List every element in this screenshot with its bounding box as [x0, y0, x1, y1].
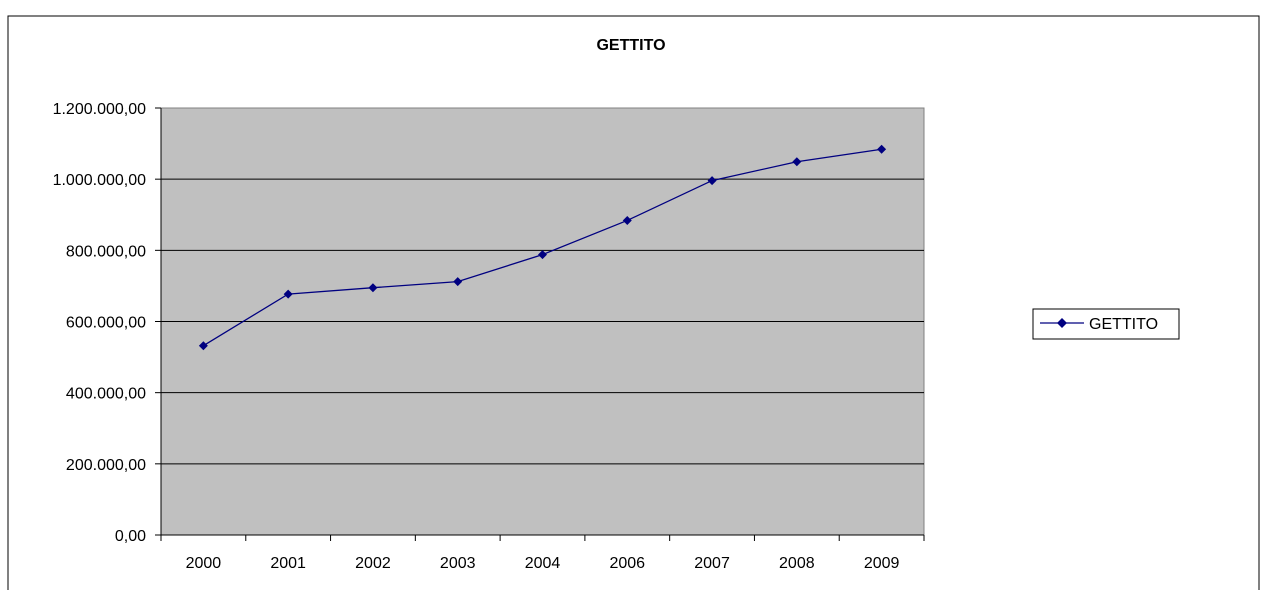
y-tick-label: 400.000,00: [66, 386, 146, 403]
x-tick-label: 2002: [355, 555, 391, 572]
data-point: [707, 176, 717, 186]
data-point: [877, 144, 887, 154]
chart-title: GETTITO: [596, 37, 665, 54]
x-tick-label: 2008: [779, 555, 815, 572]
y-tick-label: 1.200.000,00: [53, 101, 147, 118]
x-tick-label: 2006: [609, 555, 645, 572]
data-point: [792, 157, 802, 167]
chart-border: [7, 15, 1260, 590]
y-axis-tick-labels: 0,00 200.000,00 400.000,00 600.000,00 800.00…: [53, 101, 147, 545]
legend-label: GETTITO: [1089, 316, 1158, 333]
x-tick-label: 2004: [525, 555, 561, 572]
data-point: [368, 283, 378, 293]
data-point: [453, 277, 463, 287]
axes: [155, 107, 925, 541]
y-tick-label: 1.000.000,00: [53, 172, 147, 189]
x-tick-label: 2001: [270, 555, 306, 572]
x-tick-label: 2000: [186, 555, 222, 572]
legend-marker: [1057, 318, 1067, 328]
data-point: [283, 289, 293, 299]
legend-box: [1032, 308, 1180, 340]
x-tick-label: 2009: [864, 555, 900, 572]
x-tick-label: 2003: [440, 555, 476, 572]
series-gettito: [198, 144, 887, 351]
y-tick-label: 0,00: [115, 528, 146, 545]
data-point: [622, 215, 632, 225]
y-tick-label: 200.000,00: [66, 457, 146, 474]
data-point: [198, 341, 208, 351]
y-tick-label: 800.000,00: [66, 243, 146, 260]
y-tick-label: 600.000,00: [66, 315, 146, 332]
data-point: [538, 250, 547, 260]
legend: GETTITO: [1032, 308, 1180, 340]
x-tick-label: 2007: [694, 555, 730, 572]
x-axis-tick-labels: 2000 2001 2002 2003 2004 2006 2007 2008 2009: [186, 555, 900, 572]
